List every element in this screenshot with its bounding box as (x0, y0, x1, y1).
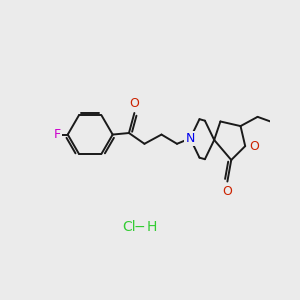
Text: Cl: Cl (122, 220, 136, 234)
Text: O: O (222, 185, 232, 198)
Text: O: O (129, 97, 139, 110)
Text: O: O (249, 140, 259, 153)
Text: F: F (53, 128, 60, 141)
Text: −: − (134, 220, 146, 234)
Text: N: N (185, 132, 195, 145)
Text: H: H (147, 220, 158, 234)
